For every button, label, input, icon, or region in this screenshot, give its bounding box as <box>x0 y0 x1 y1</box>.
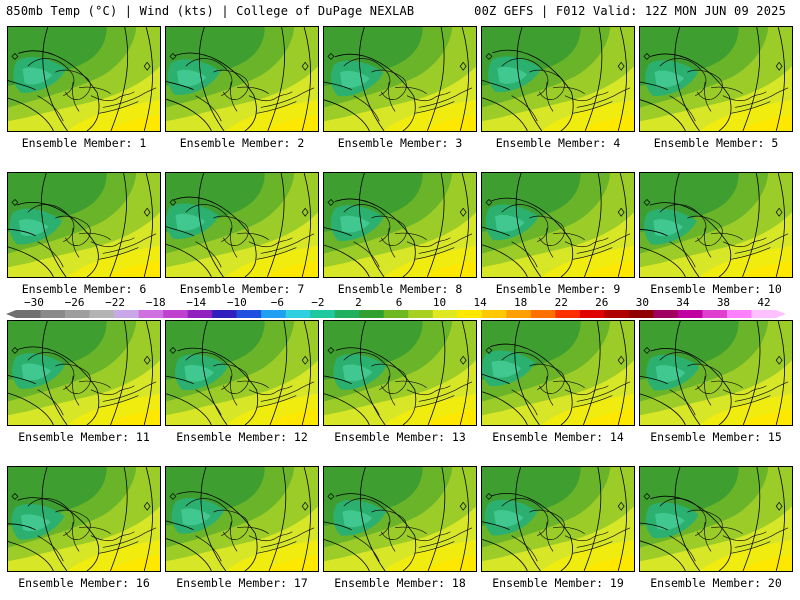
ensemble-member-map <box>165 320 319 426</box>
ensemble-member-map <box>165 26 319 132</box>
colorbar-swatch <box>628 310 654 318</box>
colorbar-swatch <box>212 310 237 318</box>
colorbar-tick-label: −2 <box>311 296 325 309</box>
ensemble-member-map <box>639 466 793 572</box>
colorbar-tick-label: −14 <box>186 296 207 309</box>
colorbar-tick-label: 2 <box>355 296 362 309</box>
colorbar-tick-label: 14 <box>473 296 487 309</box>
ensemble-member-map <box>323 172 477 278</box>
colorbar-swatch <box>604 310 630 318</box>
colorbar-tick-label: −26 <box>64 296 85 309</box>
colorbar-tick-label: 30 <box>635 296 649 309</box>
colorbar-swatch <box>16 310 41 318</box>
colorbar-tick-label: −30 <box>24 296 44 309</box>
ensemble-member-label: Ensemble Member: 6 <box>21 282 147 296</box>
ensemble-member-label: Ensemble Member: 5 <box>653 136 779 150</box>
colorbar-tick-label: 38 <box>716 296 731 309</box>
colorbar-low-arrow <box>6 310 16 318</box>
colorbar-swatch <box>579 310 605 318</box>
colorbar-swatch <box>457 310 483 318</box>
colorbar-swatch <box>261 310 286 318</box>
colorbar-tick-label: 26 <box>595 296 609 309</box>
ensemble-member-label: Ensemble Member: 11 <box>18 430 150 444</box>
colorbar-swatch <box>408 310 434 318</box>
ensemble-member-label: Ensemble Member: 18 <box>334 576 466 590</box>
ensemble-member-label: Ensemble Member: 10 <box>650 282 782 296</box>
ensemble-member-label: Ensemble Member: 8 <box>337 282 463 296</box>
colorbar-swatch <box>187 310 213 318</box>
colorbar-swatch <box>677 310 703 318</box>
colorbar-swatch <box>40 310 66 318</box>
colorbar-swatch <box>163 310 188 318</box>
ensemble-member-map <box>323 466 477 572</box>
ensemble-member-map <box>639 320 793 426</box>
ensemble-member-map <box>481 466 635 572</box>
colorbar-tick-label: 34 <box>676 296 690 309</box>
ensemble-member-map <box>165 466 319 572</box>
model-run-info: 00Z GEFS | F012 Valid: 12Z MON JUN 09 20… <box>474 4 786 18</box>
colorbar-tick-label: 10 <box>432 296 447 309</box>
ensemble-member-map <box>481 320 635 426</box>
colorbar-swatch <box>334 310 360 318</box>
ensemble-member-map <box>7 26 161 132</box>
colorbar-swatch <box>432 310 458 318</box>
ensemble-member-map <box>481 26 635 132</box>
ensemble-member-label: Ensemble Member: 14 <box>492 430 624 444</box>
ensemble-member-map <box>639 172 793 278</box>
ensemble-member-label: Ensemble Member: 19 <box>492 576 624 590</box>
ensemble-member-label: Ensemble Member: 17 <box>176 576 308 590</box>
colorbar-swatch <box>138 310 164 318</box>
ensemble-member-map <box>323 320 477 426</box>
ensemble-member-label: Ensemble Member: 4 <box>495 136 621 150</box>
chart-title: 850mb Temp (°C) | Wind (kts) | College o… <box>6 4 415 18</box>
ensemble-member-label: Ensemble Member: 16 <box>18 576 150 590</box>
ensemble-member-map <box>481 172 635 278</box>
colorbar-swatch <box>726 310 752 318</box>
colorbar-swatch <box>310 310 336 318</box>
colorbar-swatch <box>383 310 409 318</box>
temperature-colorbar <box>6 310 786 318</box>
ensemble-member-label: Ensemble Member: 9 <box>495 282 621 296</box>
colorbar-tick-label: 22 <box>554 296 568 309</box>
ensemble-member-label: Ensemble Member: 3 <box>337 136 463 150</box>
colorbar-swatch <box>65 310 90 318</box>
colorbar-swatch <box>481 310 507 318</box>
colorbar-tick-label: −6 <box>270 296 284 309</box>
colorbar-swatch <box>751 310 777 318</box>
ensemble-member-label: Ensemble Member: 12 <box>176 430 308 444</box>
colorbar-swatch <box>89 310 115 318</box>
colorbar-swatch <box>530 310 556 318</box>
ensemble-member-map <box>7 320 161 426</box>
colorbar-swatch <box>653 310 679 318</box>
colorbar-tick-label: −22 <box>105 296 126 309</box>
colorbar-tick-label: 6 <box>395 296 403 309</box>
ensemble-member-label: Ensemble Member: 1 <box>21 136 147 150</box>
ensemble-member-label: Ensemble Member: 2 <box>179 136 305 150</box>
ensemble-member-label: Ensemble Member: 7 <box>179 282 305 296</box>
colorbar-swatch <box>506 310 532 318</box>
ensemble-member-label: Ensemble Member: 13 <box>334 430 466 444</box>
colorbar-tick-label: 42 <box>757 296 771 309</box>
colorbar-swatch <box>285 310 311 318</box>
ensemble-member-label: Ensemble Member: 15 <box>650 430 782 444</box>
colorbar-swatch <box>359 310 385 318</box>
ensemble-member-map <box>7 466 161 572</box>
ensemble-member-label: Ensemble Member: 20 <box>650 576 782 590</box>
colorbar-tick-label: −18 <box>145 296 166 309</box>
colorbar-tick-label: 18 <box>514 296 528 309</box>
ensemble-member-map <box>323 26 477 132</box>
ensemble-member-map <box>639 26 793 132</box>
colorbar-swatch <box>702 310 728 318</box>
colorbar-swatch <box>555 310 581 318</box>
colorbar-high-arrow <box>776 310 786 318</box>
colorbar-swatch <box>236 310 262 318</box>
ensemble-member-map <box>165 172 319 278</box>
colorbar-tick-label: −10 <box>226 296 247 309</box>
colorbar-swatch <box>114 310 139 318</box>
ensemble-member-map <box>7 172 161 278</box>
